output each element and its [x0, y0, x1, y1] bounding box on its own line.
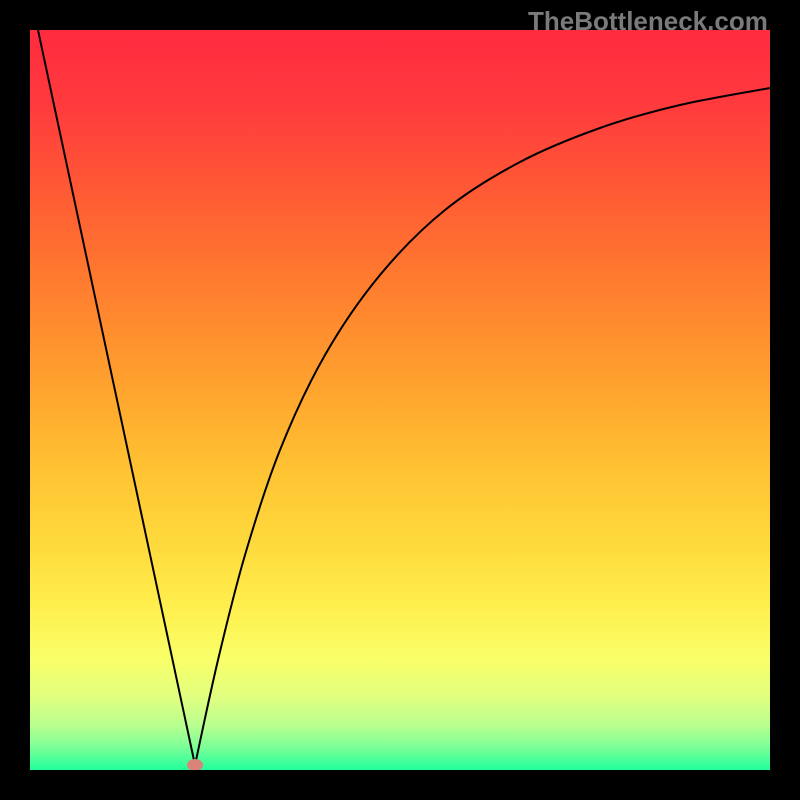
curve-left-branch — [38, 30, 195, 765]
watermark-text: TheBottleneck.com — [528, 6, 768, 37]
curve-right-branch — [195, 88, 770, 765]
chart-container: TheBottleneck.com — [0, 0, 800, 800]
minimum-marker — [187, 759, 203, 770]
curve-layer — [30, 30, 770, 770]
plot-area — [30, 30, 770, 770]
